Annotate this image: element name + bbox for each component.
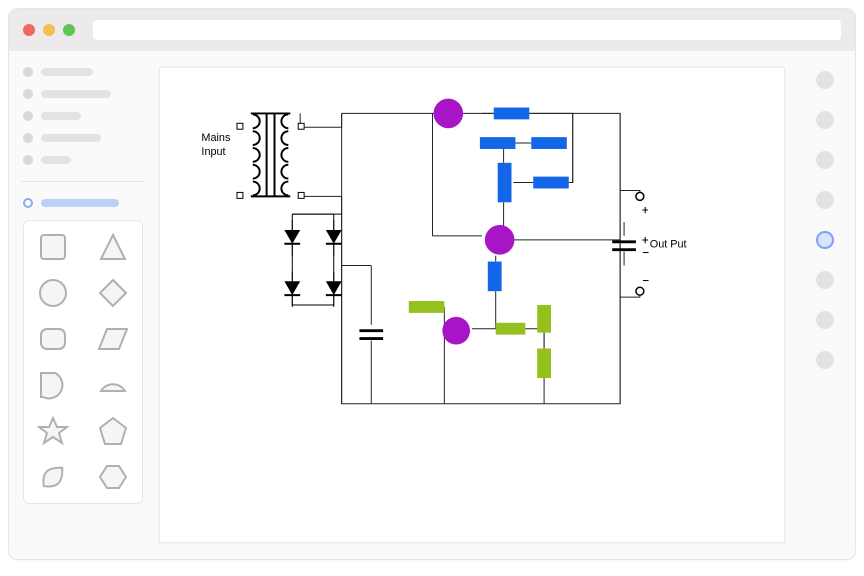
right-panel-dot[interactable] [816,111,834,129]
shape-parallelogram[interactable] [97,323,129,355]
nav-list [23,67,143,165]
shape-quarter[interactable] [37,369,69,401]
shape-square[interactable] [37,231,69,263]
nav-item-label-placeholder [41,134,101,142]
nav-dot-icon [23,89,33,99]
nav-item[interactable] [23,89,143,99]
right-panel-dot[interactable] [816,351,834,369]
nav-item-label-placeholder [41,90,111,98]
canvas-area: MainsInput+−+−Out Put [153,51,795,559]
nav-dot-icon [23,198,33,208]
right-panel-dot[interactable] [816,191,834,209]
shape-grid [32,231,134,493]
shape-circle[interactable] [37,277,69,309]
nav-dot-icon [23,67,33,77]
address-bar[interactable] [93,20,841,40]
sidebar-divider [21,181,145,182]
shape-diamond[interactable] [97,277,129,309]
app-window: MainsInput+−+−Out Put [8,8,856,560]
shape-pentagon[interactable] [97,415,129,447]
nav-item-label-placeholder [41,112,81,120]
circuit-diagram: MainsInput+−+−Out Put [160,68,784,542]
shape-rounded[interactable] [37,323,69,355]
window-controls [23,24,75,36]
svg-text:Input: Input [201,146,225,158]
nav-item-label-placeholder [41,156,71,164]
left-sidebar [9,51,153,559]
nav-dot-icon [23,111,33,121]
svg-text:+: + [642,203,649,217]
nav-item-label-placeholder [41,199,119,207]
close-traffic-light[interactable] [23,24,35,36]
shape-hexagon[interactable] [97,461,129,493]
nav-item-label-placeholder [41,68,93,76]
svg-text:Out Put: Out Put [650,239,687,251]
nav-dot-icon [23,155,33,165]
nav-item[interactable] [23,111,143,121]
canvas[interactable]: MainsInput+−+−Out Put [159,67,785,543]
nav-item-selected[interactable] [23,198,143,208]
right-panel-dot[interactable] [816,231,834,249]
nav-dot-icon [23,133,33,143]
shape-halfpill[interactable] [97,369,129,401]
right-panel-dot[interactable] [816,271,834,289]
app-body: MainsInput+−+−Out Put [9,51,855,559]
shape-drop[interactable] [37,461,69,493]
nav-item[interactable] [23,155,143,165]
right-panel-dot[interactable] [816,311,834,329]
right-panel-dot[interactable] [816,151,834,169]
minimize-traffic-light[interactable] [43,24,55,36]
svg-text:−: − [642,273,650,289]
nav-item[interactable] [23,67,143,77]
svg-text:−: − [642,246,650,262]
right-panel-dot[interactable] [816,71,834,89]
shape-star[interactable] [37,415,69,447]
shapes-panel [23,220,143,504]
zoom-traffic-light[interactable] [63,24,75,36]
right-sidebar [795,51,855,559]
shape-triangle[interactable] [97,231,129,263]
nav-item[interactable] [23,133,143,143]
svg-text:Mains: Mains [201,132,231,144]
titlebar [9,9,855,51]
